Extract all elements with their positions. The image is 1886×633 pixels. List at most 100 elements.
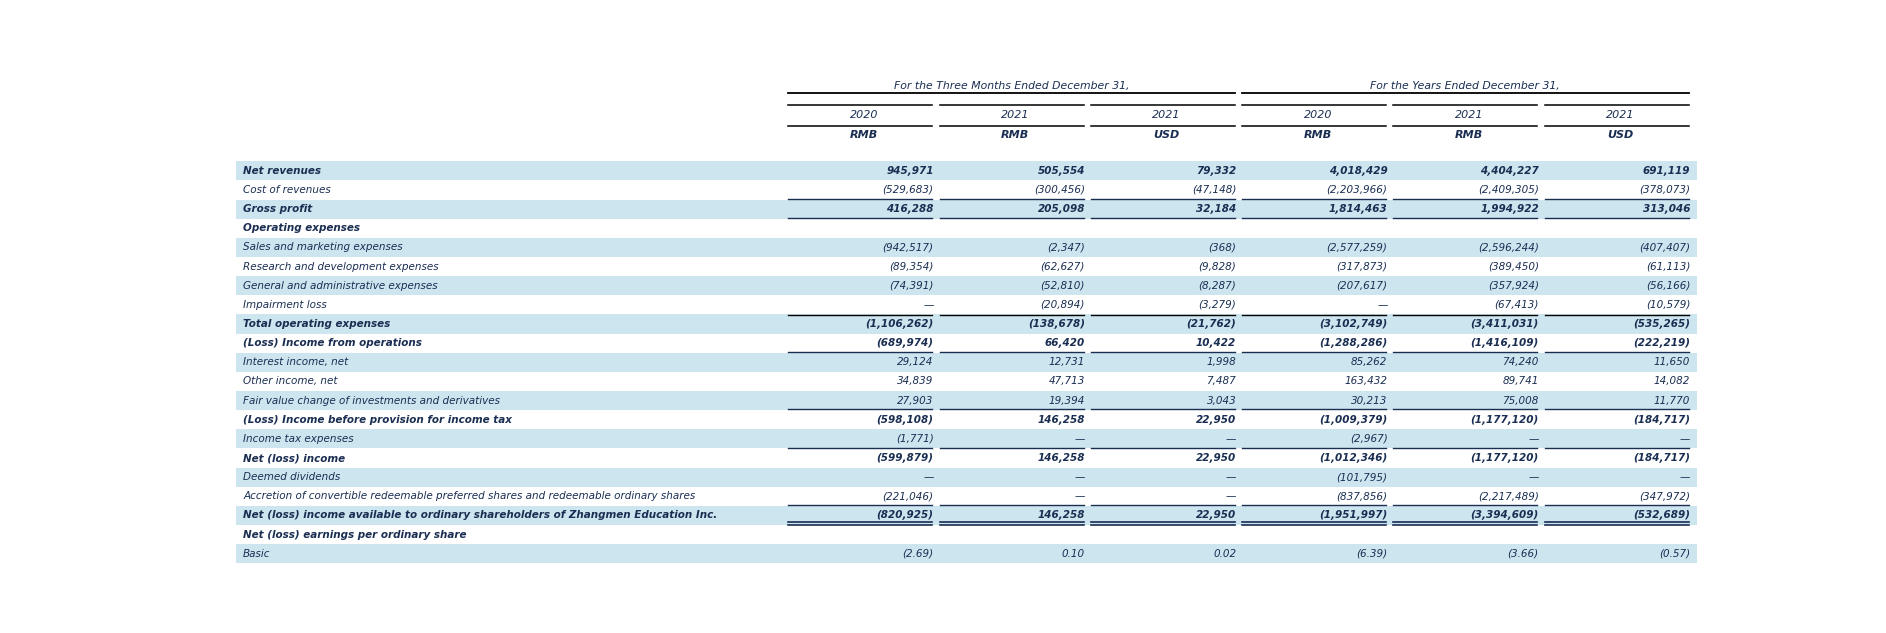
Bar bbox=[236, 238, 1697, 257]
Text: (389,450): (389,450) bbox=[1488, 261, 1539, 272]
Text: (47,148): (47,148) bbox=[1192, 185, 1235, 195]
Text: 1,814,463: 1,814,463 bbox=[1330, 204, 1388, 214]
Text: 691,119: 691,119 bbox=[1643, 166, 1690, 176]
Text: (942,517): (942,517) bbox=[883, 242, 934, 253]
Text: (Loss) Income from operations: (Loss) Income from operations bbox=[243, 338, 422, 348]
Text: 416,288: 416,288 bbox=[886, 204, 934, 214]
Text: (407,407): (407,407) bbox=[1639, 242, 1690, 253]
Text: 10,422: 10,422 bbox=[1196, 338, 1235, 348]
Text: 11,650: 11,650 bbox=[1654, 357, 1690, 367]
Text: Accretion of convertible redeemable preferred shares and redeemable ordinary sha: Accretion of convertible redeemable pref… bbox=[243, 491, 696, 501]
Bar bbox=[236, 410, 1697, 429]
Text: (1,416,109): (1,416,109) bbox=[1471, 338, 1539, 348]
Text: (2,409,305): (2,409,305) bbox=[1479, 185, 1539, 195]
Text: Gross profit: Gross profit bbox=[243, 204, 313, 214]
Text: —: — bbox=[1226, 491, 1235, 501]
Text: (2,203,966): (2,203,966) bbox=[1326, 185, 1388, 195]
Text: (1,771): (1,771) bbox=[896, 434, 934, 444]
Text: 4,018,429: 4,018,429 bbox=[1330, 166, 1388, 176]
Text: 2021: 2021 bbox=[1454, 110, 1482, 120]
Bar bbox=[236, 372, 1697, 391]
Text: 313,046: 313,046 bbox=[1643, 204, 1690, 214]
Text: (2,217,489): (2,217,489) bbox=[1479, 491, 1539, 501]
Text: Net (loss) income: Net (loss) income bbox=[243, 453, 345, 463]
Text: —: — bbox=[1528, 472, 1539, 482]
Text: 4,404,227: 4,404,227 bbox=[1481, 166, 1539, 176]
Text: (207,617): (207,617) bbox=[1337, 280, 1388, 291]
Text: 205,098: 205,098 bbox=[1037, 204, 1084, 214]
Text: (221,046): (221,046) bbox=[883, 491, 934, 501]
Text: 79,332: 79,332 bbox=[1196, 166, 1235, 176]
Text: RMB: RMB bbox=[1001, 130, 1030, 141]
Text: 1,994,922: 1,994,922 bbox=[1481, 204, 1539, 214]
Text: —: — bbox=[1075, 434, 1084, 444]
Text: (317,873): (317,873) bbox=[1337, 261, 1388, 272]
Text: (300,456): (300,456) bbox=[1034, 185, 1084, 195]
Text: (2,967): (2,967) bbox=[1350, 434, 1388, 444]
Text: (368): (368) bbox=[1209, 242, 1235, 253]
Bar bbox=[236, 468, 1697, 487]
Text: (1,177,120): (1,177,120) bbox=[1471, 415, 1539, 425]
Text: (67,413): (67,413) bbox=[1494, 300, 1539, 310]
Text: Net (loss) income available to ordinary shareholders of Zhangmen Education Inc.: Net (loss) income available to ordinary … bbox=[243, 510, 717, 520]
Text: 945,971: 945,971 bbox=[886, 166, 934, 176]
Text: Deemed dividends: Deemed dividends bbox=[243, 472, 339, 482]
Text: (56,166): (56,166) bbox=[1646, 280, 1690, 291]
Text: (1,106,262): (1,106,262) bbox=[866, 319, 934, 329]
Text: —: — bbox=[1528, 434, 1539, 444]
Text: (599,879): (599,879) bbox=[877, 453, 934, 463]
Bar bbox=[236, 161, 1697, 180]
Text: (89,354): (89,354) bbox=[890, 261, 934, 272]
Text: (10,579): (10,579) bbox=[1646, 300, 1690, 310]
Text: 505,554: 505,554 bbox=[1037, 166, 1084, 176]
Bar bbox=[236, 334, 1697, 353]
Text: 30,213: 30,213 bbox=[1350, 396, 1388, 406]
Text: (62,627): (62,627) bbox=[1041, 261, 1084, 272]
Bar bbox=[236, 276, 1697, 295]
Text: 22,950: 22,950 bbox=[1196, 415, 1235, 425]
Text: (222,219): (222,219) bbox=[1633, 338, 1690, 348]
Bar bbox=[236, 257, 1697, 276]
Text: (1,009,379): (1,009,379) bbox=[1320, 415, 1388, 425]
Text: (689,974): (689,974) bbox=[877, 338, 934, 348]
Text: Interest income, net: Interest income, net bbox=[243, 357, 349, 367]
Text: 146,258: 146,258 bbox=[1037, 510, 1084, 520]
Text: 27,903: 27,903 bbox=[898, 396, 934, 406]
Bar bbox=[236, 506, 1697, 525]
Text: —: — bbox=[1075, 472, 1084, 482]
Text: (3,394,609): (3,394,609) bbox=[1471, 510, 1539, 520]
Text: —: — bbox=[924, 300, 934, 310]
Text: 2021: 2021 bbox=[1607, 110, 1635, 120]
Text: (2,577,259): (2,577,259) bbox=[1326, 242, 1388, 253]
Text: 146,258: 146,258 bbox=[1037, 453, 1084, 463]
Text: Research and development expenses: Research and development expenses bbox=[243, 261, 439, 272]
Text: —: — bbox=[1377, 300, 1388, 310]
Text: (184,717): (184,717) bbox=[1633, 415, 1690, 425]
Text: 32,184: 32,184 bbox=[1196, 204, 1235, 214]
Text: (9,828): (9,828) bbox=[1198, 261, 1235, 272]
Text: —: — bbox=[1075, 491, 1084, 501]
Text: Total operating expenses: Total operating expenses bbox=[243, 319, 390, 329]
Text: 7,487: 7,487 bbox=[1207, 377, 1235, 387]
Text: USD: USD bbox=[1607, 130, 1633, 141]
Text: (378,073): (378,073) bbox=[1639, 185, 1690, 195]
Text: USD: USD bbox=[1154, 130, 1179, 141]
Text: General and administrative expenses: General and administrative expenses bbox=[243, 280, 438, 291]
Text: (3,279): (3,279) bbox=[1198, 300, 1235, 310]
Text: (820,925): (820,925) bbox=[877, 510, 934, 520]
Text: (357,924): (357,924) bbox=[1488, 280, 1539, 291]
Text: 29,124: 29,124 bbox=[898, 357, 934, 367]
Text: (837,856): (837,856) bbox=[1337, 491, 1388, 501]
Text: (138,678): (138,678) bbox=[1028, 319, 1084, 329]
Bar bbox=[236, 180, 1697, 199]
Bar bbox=[236, 315, 1697, 334]
Text: —: — bbox=[1680, 472, 1690, 482]
Text: Net (loss) earnings per ordinary share: Net (loss) earnings per ordinary share bbox=[243, 530, 466, 540]
Text: 14,082: 14,082 bbox=[1654, 377, 1690, 387]
Text: Fair value change of investments and derivatives: Fair value change of investments and der… bbox=[243, 396, 500, 406]
Bar bbox=[236, 296, 1697, 315]
Text: 2021: 2021 bbox=[1152, 110, 1181, 120]
Text: 34,839: 34,839 bbox=[898, 377, 934, 387]
Bar bbox=[236, 429, 1697, 449]
Text: RMB: RMB bbox=[851, 130, 879, 141]
